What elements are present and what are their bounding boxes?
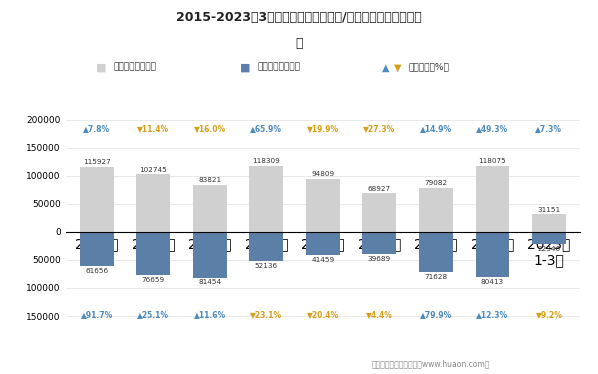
Text: 102745: 102745: [139, 166, 167, 172]
Text: 76659: 76659: [142, 276, 165, 283]
Text: ▲: ▲: [382, 62, 389, 72]
Bar: [419, 232, 453, 272]
Bar: [475, 232, 509, 277]
Bar: [249, 166, 283, 232]
Text: 83821: 83821: [199, 177, 221, 183]
Bar: [475, 166, 509, 232]
Text: 71628: 71628: [425, 274, 447, 280]
Bar: [193, 185, 227, 232]
Bar: [532, 214, 566, 232]
Text: 22346: 22346: [538, 246, 560, 252]
Text: 52136: 52136: [255, 263, 278, 269]
Text: 计: 计: [295, 37, 303, 50]
Text: 118075: 118075: [478, 158, 507, 164]
Bar: [80, 167, 114, 232]
Text: 31151: 31151: [538, 207, 560, 213]
Text: ▼: ▼: [394, 62, 401, 72]
Text: ▼20.4%: ▼20.4%: [307, 310, 339, 319]
Text: 115927: 115927: [83, 159, 111, 165]
Text: 61656: 61656: [86, 268, 108, 274]
Text: ▼4.4%: ▼4.4%: [366, 310, 393, 319]
Text: 68927: 68927: [368, 186, 391, 191]
Text: ▲11.6%: ▲11.6%: [194, 310, 226, 319]
Text: ▲65.9%: ▲65.9%: [251, 123, 282, 133]
Text: 39689: 39689: [368, 256, 391, 262]
Text: ▲91.7%: ▲91.7%: [81, 310, 113, 319]
Bar: [136, 232, 170, 275]
Text: ▲14.9%: ▲14.9%: [420, 123, 452, 133]
Text: ▲49.3%: ▲49.3%: [477, 123, 508, 133]
Text: 2015-2023年3月兰州市（境内目的地/货源地）进、出口额统: 2015-2023年3月兰州市（境内目的地/货源地）进、出口额统: [176, 11, 422, 24]
Text: 制图：华经产业研究院（www.huaon.com）: 制图：华经产业研究院（www.huaon.com）: [371, 359, 490, 368]
Text: ▼9.2%: ▼9.2%: [536, 310, 562, 319]
Text: 同比增长（%）: 同比增长（%）: [408, 63, 449, 72]
Text: ■: ■: [96, 62, 107, 72]
Bar: [306, 179, 340, 232]
Text: ▲12.3%: ▲12.3%: [477, 310, 508, 319]
Text: 41459: 41459: [312, 257, 334, 263]
Bar: [80, 232, 114, 266]
Text: ▲7.3%: ▲7.3%: [535, 123, 563, 133]
Bar: [362, 232, 396, 254]
Bar: [193, 232, 227, 278]
Text: 79082: 79082: [425, 180, 447, 186]
Text: ▲25.1%: ▲25.1%: [138, 310, 169, 319]
Text: ▲79.9%: ▲79.9%: [420, 310, 452, 319]
Text: 118309: 118309: [252, 158, 280, 164]
Text: ▼27.3%: ▼27.3%: [364, 123, 395, 133]
Bar: [532, 232, 566, 245]
Bar: [306, 232, 340, 255]
Text: ▼16.0%: ▼16.0%: [194, 123, 226, 133]
Text: ▼19.9%: ▼19.9%: [307, 123, 339, 133]
Bar: [419, 187, 453, 232]
Text: ▲7.8%: ▲7.8%: [83, 123, 111, 133]
Text: ■: ■: [240, 62, 251, 72]
Bar: [136, 174, 170, 232]
Text: 进口额（万美元）: 进口额（万美元）: [257, 63, 300, 72]
Text: 80413: 80413: [481, 279, 504, 285]
Bar: [362, 193, 396, 232]
Text: ▼11.4%: ▼11.4%: [138, 123, 169, 133]
Text: 94809: 94809: [312, 171, 334, 177]
Text: 出口额（万美元）: 出口额（万美元）: [114, 63, 157, 72]
Bar: [249, 232, 283, 261]
Text: 81454: 81454: [199, 279, 221, 285]
Text: ▼23.1%: ▼23.1%: [251, 310, 282, 319]
